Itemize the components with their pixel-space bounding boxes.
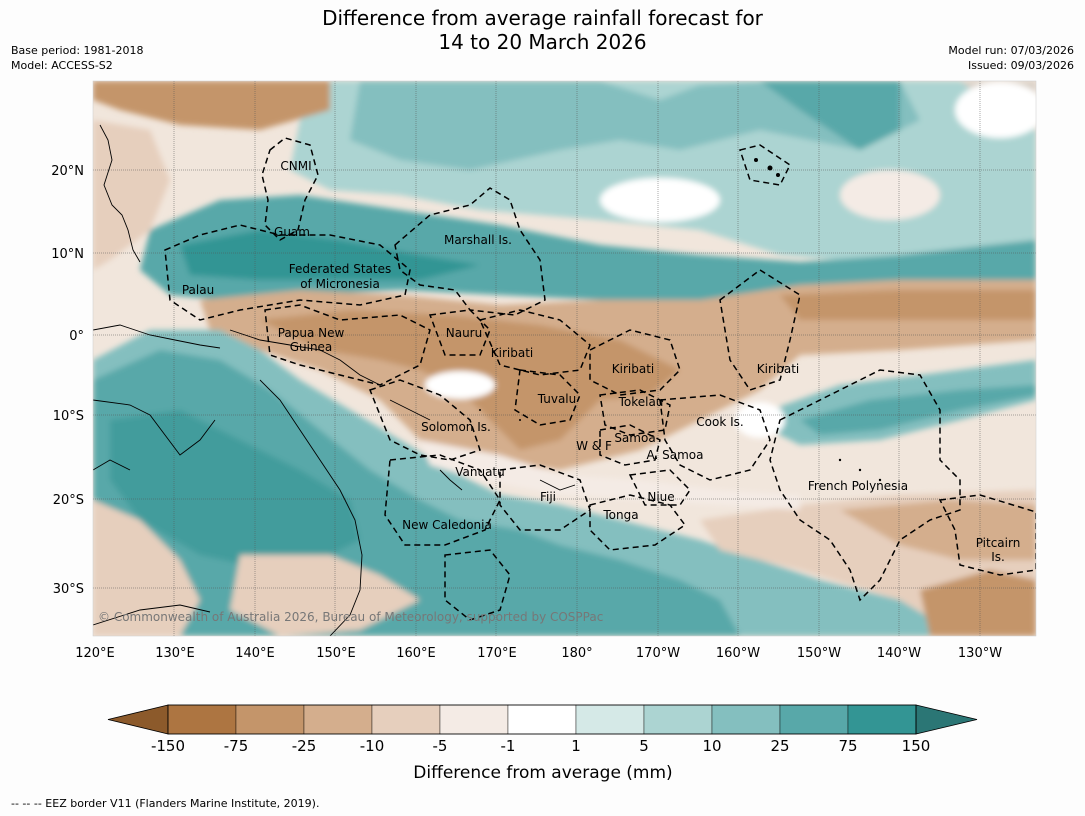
colorbar-box (575, 704, 645, 735)
lat-label: 0° (69, 329, 84, 344)
colorbar: -150 -75 -25 -10 -5 -1 1 5 10 25 75 150 Difference … (107, 704, 978, 783)
eez-borders (164, 137, 1036, 621)
chart-title: Difference from average rainfall forecas… (0, 6, 1085, 54)
colorbar-label: Difference from average (mm) (413, 763, 672, 783)
small-islands (479, 158, 882, 482)
label-png-1: Papua New (278, 326, 345, 340)
issued-date: Issued: 09/03/2026 (967, 59, 1074, 72)
footer-note: -- -- -- EEZ border V11 (Flanders Marine… (11, 797, 320, 810)
label-samoa: Samoa (614, 431, 655, 445)
lon-label: 170°E (477, 646, 517, 661)
lon-label: 140°E (235, 646, 275, 661)
lon-label: 170°W (636, 646, 680, 661)
region-labels: CNMI Guam Marshall Is. Federated States … (182, 159, 1020, 564)
colorbar-tick-label: 25 (770, 737, 789, 755)
label-kiribati-w: Kiribati (491, 346, 533, 360)
colorbar-box (779, 704, 849, 735)
colorbar-tick-label: 5 (639, 737, 649, 755)
label-wf: W & F (576, 439, 612, 453)
lat-label: 10°N (51, 247, 84, 262)
label-new-caledonia: New Caledonia (402, 518, 492, 532)
colorbar-tick-label: -5 (433, 737, 448, 755)
label-tokelau: Tokelau (618, 395, 664, 409)
colorbar-tick-label: -75 (224, 737, 249, 755)
label-fsm-2: of Micronesia (300, 277, 380, 291)
colorbar-box (711, 704, 781, 735)
colorbar-box (303, 704, 373, 735)
rainfall-anomaly-field: CNMI Guam Marshall Is. Federated States … (93, 81, 1036, 636)
label-tuvalu: Tuvalu (537, 392, 577, 406)
map-frame (92, 80, 1037, 637)
label-pitcairn-2: Is. (991, 550, 1005, 564)
lat-label: 20°N (51, 164, 84, 179)
model-name: Model: ACCESS-S2 (11, 59, 113, 72)
lon-label: 140°W (877, 646, 921, 661)
label-tonga: Tonga (602, 508, 638, 522)
label-solomon: Solomon Is. (421, 420, 491, 434)
colorbar-box (235, 704, 305, 735)
meta-right: Model run: 07/03/2026 Issued: 09/03/2026 (948, 43, 1074, 73)
label-marshall: Marshall Is. (444, 233, 512, 247)
label-cook: Cook Is. (696, 415, 743, 429)
title-line-2: 14 to 20 March 2026 (438, 30, 647, 54)
label-nauru: Nauru (446, 326, 482, 340)
label-kiribati-e: Kiribati (757, 362, 799, 376)
lon-label: 130°W (958, 646, 1002, 661)
colorbar-box (847, 704, 917, 735)
lon-axis-labels: 120°E 130°E 140°E 150°E 160°E 170°E 180°… (75, 646, 1002, 661)
colorbar-tick-label: 10 (702, 737, 721, 755)
label-niue: Niue (647, 490, 674, 504)
lon-label: 130°E (155, 646, 195, 661)
colorbar-box (167, 704, 237, 735)
label-vanuatu: Vanuatu (455, 465, 505, 479)
base-period: Base period: 1981-2018 (11, 44, 144, 57)
label-asamoa: A. Samoa (647, 448, 704, 462)
colorbar-box (371, 704, 441, 735)
label-fiji: Fiji (540, 490, 556, 504)
colorbar-tick-label: 150 (902, 737, 931, 755)
label-fsm-1: Federated States (289, 262, 391, 276)
colorbar-frame (167, 704, 917, 735)
coastlines (93, 124, 576, 636)
colorbar-extend-high (915, 704, 978, 735)
lon-label: 180° (561, 646, 592, 661)
colorbar-extend-low (107, 704, 169, 735)
lat-label: 10°S (53, 409, 84, 424)
lon-label: 120°E (75, 646, 115, 661)
colorbar-tick-label: -10 (360, 737, 385, 755)
title-line-1: Difference from average rainfall forecas… (322, 6, 763, 30)
colorbar-tick-label: 75 (838, 737, 857, 755)
label-kiribati-c: Kiribati (612, 362, 654, 376)
label-png-2: Guinea (290, 340, 333, 354)
lat-label: 20°S (53, 493, 84, 508)
lat-axis-labels: 20°N 10°N 0° 10°S 20°S 30°S (51, 164, 84, 597)
label-cnmi: CNMI (280, 159, 311, 173)
colorbar-tick-label: -150 (151, 737, 185, 755)
lon-label: 160°E (396, 646, 436, 661)
colorbar-box (507, 704, 577, 735)
lat-label: 30°S (53, 582, 84, 597)
label-pitcairn-1: Pitcairn (976, 536, 1021, 550)
colorbar-tick-label: -1 (501, 737, 516, 755)
lon-label: 150°E (316, 646, 356, 661)
meta-left: Base period: 1981-2018 Model: ACCESS-S2 (11, 43, 143, 73)
label-french-polynesia: French Polynesia (808, 479, 908, 493)
colorbar-tick-label: -25 (292, 737, 317, 755)
copyright-text: © Commonwealth of Australia 2026, Bureau… (98, 610, 603, 624)
model-run: Model run: 07/03/2026 (948, 44, 1074, 57)
colorbar-box (439, 704, 509, 735)
lon-label: 160°W (716, 646, 760, 661)
label-palau: Palau (182, 283, 214, 297)
label-guam: Guam (274, 225, 310, 239)
lon-label: 150°W (797, 646, 841, 661)
colorbar-box (643, 704, 713, 735)
colorbar-tick-label: 1 (571, 737, 581, 755)
